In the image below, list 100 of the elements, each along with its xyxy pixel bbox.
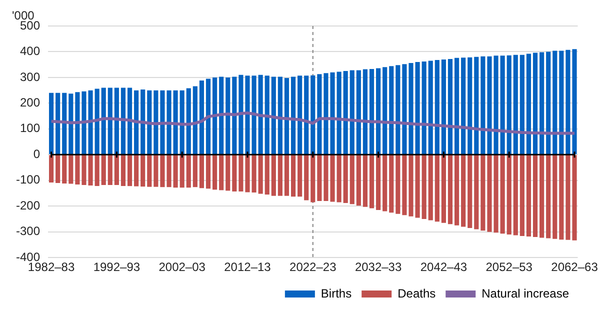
bar: [199, 80, 204, 154]
bar: [389, 155, 394, 213]
bar: [68, 94, 74, 154]
bar: [343, 71, 348, 154]
bar: [526, 54, 532, 154]
bar: [396, 65, 400, 154]
x-tick-label: 2042–43: [420, 260, 468, 274]
bar: [298, 155, 302, 197]
bar: [232, 155, 237, 192]
bar: [147, 155, 152, 187]
bar: [199, 155, 204, 188]
bar: [180, 90, 184, 154]
bar: [454, 58, 460, 154]
bar: [271, 76, 276, 154]
bar: [546, 52, 551, 154]
bar: [513, 54, 518, 154]
bar: [219, 76, 224, 154]
bar: [108, 155, 112, 186]
bar: [284, 78, 290, 154]
bar: [540, 155, 544, 238]
bar: [140, 90, 146, 154]
bar: [362, 155, 368, 207]
bar: [336, 72, 342, 154]
bar: [526, 155, 532, 236]
bar: [369, 68, 374, 154]
bar: [278, 155, 282, 196]
bar: [461, 58, 466, 154]
x-tick-label: 2022–23: [290, 260, 337, 274]
bar: [408, 155, 414, 216]
bar: [506, 55, 512, 154]
y-tick-label: -300: [16, 224, 40, 238]
legend-label: Deaths: [398, 286, 436, 300]
bar: [559, 50, 564, 154]
bar: [428, 60, 433, 154]
bar: [62, 155, 67, 184]
bar: [520, 155, 524, 236]
x-tick-label: 1992–93: [93, 260, 140, 274]
bar: [264, 76, 270, 154]
bar: [212, 155, 218, 190]
bar: [540, 52, 544, 154]
bar: [180, 155, 184, 188]
bar: [108, 88, 112, 154]
bar: [173, 90, 178, 154]
bar: [186, 155, 191, 188]
bar: [474, 56, 479, 154]
bar: [559, 155, 564, 240]
bar: [186, 88, 191, 154]
bar: [317, 74, 322, 154]
bar: [382, 155, 388, 212]
bar: [415, 62, 420, 154]
bar: [101, 155, 106, 186]
bar: [434, 60, 440, 154]
bar: [461, 155, 466, 227]
bar: [520, 54, 524, 154]
bar: [389, 66, 394, 154]
y-tick-label: -200: [16, 198, 40, 212]
bar: [154, 90, 158, 154]
bar: [532, 52, 538, 154]
bar: [396, 155, 400, 214]
bar: [428, 155, 433, 220]
bar: [454, 155, 460, 226]
bar: [62, 92, 67, 154]
bar: [101, 88, 106, 154]
bar: [356, 70, 361, 154]
bar: [506, 155, 512, 234]
bar: [422, 155, 426, 219]
bar: [304, 76, 309, 154]
bar: [382, 67, 388, 154]
bar: [206, 78, 211, 154]
bar: [500, 56, 505, 154]
bar: [94, 88, 100, 154]
y-tick-label: -100: [16, 172, 40, 187]
bar: [226, 155, 230, 191]
x-tick-label: 2002–03: [158, 260, 206, 274]
bar: [206, 155, 211, 189]
bar: [480, 155, 486, 231]
bar: [369, 155, 374, 208]
bar: [552, 50, 558, 154]
bar: [402, 155, 407, 216]
bar: [448, 155, 453, 224]
bar: [192, 86, 198, 154]
x-tick-label: 2052–53: [486, 260, 533, 274]
bar: [500, 155, 505, 234]
bar: [49, 155, 54, 182]
x-tick-label: 2012–13: [224, 260, 272, 274]
bar: [532, 155, 538, 238]
bar: [336, 155, 342, 202]
bar: [408, 63, 414, 154]
y-tick-label: 200: [20, 96, 40, 110]
bar: [114, 155, 119, 186]
bar: [56, 92, 60, 154]
bar: [298, 76, 302, 154]
bar: [75, 155, 80, 185]
bar: [468, 57, 472, 154]
bar: [513, 155, 518, 236]
bar: [343, 155, 348, 204]
bar: [212, 77, 218, 154]
bar: [258, 74, 263, 154]
bar: [480, 56, 486, 154]
bar: [219, 155, 224, 190]
